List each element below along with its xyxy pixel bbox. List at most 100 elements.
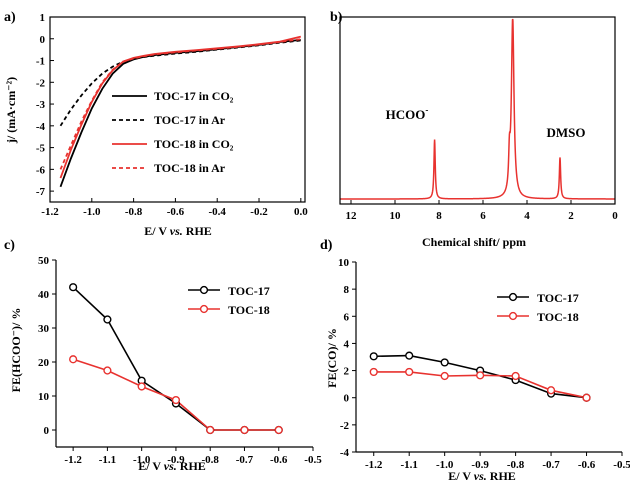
panel-a-xlabel: E/ V vs. RHE bbox=[144, 224, 212, 238]
x-tick-label: 6 bbox=[480, 210, 486, 222]
y-tick-label: 2 bbox=[344, 366, 350, 378]
y-tick-label: 8 bbox=[344, 284, 350, 296]
y-tick-label: 40 bbox=[38, 289, 50, 301]
y-tick-label: 50 bbox=[38, 255, 50, 267]
legend-label: TOC-18 in Ar bbox=[154, 161, 226, 175]
y-tick-label: 0 bbox=[40, 34, 46, 46]
x-tick-label: -0.4 bbox=[209, 206, 227, 218]
panel-a-ylabel: j/ (mA·cm⁻²) bbox=[4, 77, 18, 144]
x-tick-label: -0.5 bbox=[304, 454, 322, 466]
y-tick-label: 10 bbox=[38, 391, 50, 403]
panel-a-frame bbox=[49, 16, 306, 203]
y-tick-label: -4 bbox=[340, 447, 350, 459]
x-tick-label: 0 bbox=[612, 210, 618, 222]
panel-d: d) -1.2 -1.1 -1.0 -0.9 -0.8 -0.7 -0.6 -0.5 10 8 6 4… bbox=[320, 238, 630, 483]
panel-c-xlabel: E/ V vs. RHE bbox=[138, 459, 206, 473]
legend-label: TOC-18 bbox=[537, 310, 579, 324]
series-line bbox=[59, 35, 302, 179]
panel-d-axes bbox=[355, 262, 622, 453]
y-tick-label: -1 bbox=[36, 56, 45, 68]
annotation-hcoo: HCOO- bbox=[386, 105, 429, 122]
panel-d-ylabel: FE(CO)/ % bbox=[325, 328, 339, 388]
data-point bbox=[206, 425, 215, 435]
x-tick-label: 12 bbox=[346, 210, 358, 222]
panel-a-legend: TOC-17 in CO₂ TOC-17 in Ar TOC-18 in CO₂ TO… bbox=[112, 89, 234, 175]
x-tick-label: 10 bbox=[390, 210, 402, 222]
x-tick-label: 8 bbox=[436, 210, 442, 222]
y-tick-label: -7 bbox=[36, 186, 46, 198]
x-tick-label: -0.8 bbox=[507, 459, 525, 471]
legend-marker bbox=[508, 311, 518, 321]
panel-c-plot bbox=[69, 283, 283, 435]
panel-b-ticks: 12 10 8 6 4 2 0 bbox=[346, 200, 618, 222]
panel-d-label: d) bbox=[320, 238, 333, 253]
legend-marker bbox=[199, 285, 209, 295]
legend-label: TOC-17 bbox=[537, 291, 579, 305]
x-tick-label: -0.9 bbox=[471, 459, 489, 471]
y-tick-label: -3 bbox=[36, 99, 46, 111]
panel-c-ticks: -1.2 -1.1 -1.0 -0.9 -0.8 -0.7 -0.6 -0.5 50 40 30 20… bbox=[38, 255, 322, 466]
panel-b-xlabel: Chemical shift/ ppm bbox=[422, 235, 526, 249]
y-tick-label: -5 bbox=[36, 143, 46, 155]
panel-c-axes bbox=[55, 260, 313, 448]
data-point bbox=[511, 371, 520, 381]
data-point bbox=[137, 382, 146, 391]
y-tick-label: -2 bbox=[340, 420, 350, 432]
data-point bbox=[369, 352, 378, 361]
x-tick-label: -0.8 bbox=[125, 206, 143, 218]
y-tick-label: 4 bbox=[344, 338, 350, 350]
x-tick-label: -1.1 bbox=[99, 454, 116, 466]
legend-label: TOC-18 in CO₂ bbox=[154, 137, 234, 151]
x-tick-label: -0.2 bbox=[250, 206, 268, 218]
data-point bbox=[274, 425, 283, 435]
data-point bbox=[171, 395, 181, 405]
panel-c-ylabel: FE(HCOO⁻)/ % bbox=[9, 308, 23, 393]
panel-b: b) 12 10 8 6 4 2 0 HCOO- DMSO Chemical shift/ … bbox=[330, 10, 618, 249]
nmr-spectrum-line bbox=[340, 18, 615, 200]
x-tick-label: -0.7 bbox=[236, 454, 254, 466]
legend-marker bbox=[199, 304, 209, 314]
data-point bbox=[69, 355, 78, 364]
data-point bbox=[103, 315, 112, 324]
x-tick-label: -0.6 bbox=[578, 459, 596, 471]
panel-b-plot bbox=[340, 18, 615, 200]
x-tick-label: 2 bbox=[568, 210, 574, 222]
x-tick-label: -1.1 bbox=[400, 459, 417, 471]
y-tick-label: 30 bbox=[38, 323, 50, 335]
x-tick-label: -1.2 bbox=[41, 206, 59, 218]
panel-d-xlabel: E/ V vs. RHE bbox=[448, 469, 516, 483]
panel-a-label: a) bbox=[4, 10, 16, 25]
y-tick-label: -2 bbox=[36, 77, 46, 89]
panel-c-label: c) bbox=[4, 238, 15, 253]
data-point bbox=[369, 367, 378, 377]
y-tick-label: 1 bbox=[40, 12, 46, 24]
panel-c: c) -1.2 -1.1 -1.0 -0.9 -0.8 -0.7 -0.6 -0.5 50 40 3… bbox=[4, 238, 322, 473]
x-tick-label: 4 bbox=[524, 210, 530, 222]
legend-label: TOC-17 in CO₂ bbox=[154, 89, 234, 103]
x-tick-label: 0.0 bbox=[294, 206, 308, 218]
data-point bbox=[103, 366, 112, 375]
panel-a: a) -1.2 -1.0 -0.8 -0.6 -0.4 -0.2 0.0 1 0 -1 -2 -3 -4… bbox=[4, 10, 308, 238]
y-tick-label: 20 bbox=[38, 357, 50, 369]
panel-a-ticks: -1.2 -1.0 -0.8 -0.6 -0.4 -0.2 0.0 1 0 -1 -2 -3 -4 -5 -… bbox=[36, 12, 308, 218]
y-tick-label: 0 bbox=[344, 393, 350, 405]
x-tick-label: -0.9 bbox=[167, 454, 185, 466]
y-tick-label: 10 bbox=[338, 257, 350, 269]
panel-b-frame bbox=[339, 16, 616, 205]
data-point bbox=[476, 371, 485, 380]
panel-a-plot bbox=[59, 35, 302, 188]
y-tick-label: 0 bbox=[44, 425, 50, 437]
panel-c-legend: TOC-17 TOC-18 bbox=[188, 284, 270, 317]
legend-label: TOC-17 in Ar bbox=[154, 113, 226, 127]
x-tick-label: -0.7 bbox=[542, 459, 560, 471]
x-tick-label: -1.2 bbox=[365, 459, 383, 471]
x-tick-label: -0.6 bbox=[270, 454, 288, 466]
legend-label: TOC-18 bbox=[228, 303, 270, 317]
panel-d-legend: TOC-17 TOC-18 bbox=[497, 291, 579, 324]
x-tick-label: -1.2 bbox=[64, 454, 82, 466]
y-tick-label: -6 bbox=[36, 164, 46, 176]
x-tick-label: -0.5 bbox=[613, 459, 630, 471]
x-tick-label: -1.0 bbox=[436, 459, 454, 471]
x-tick-label: -1.0 bbox=[83, 206, 101, 218]
